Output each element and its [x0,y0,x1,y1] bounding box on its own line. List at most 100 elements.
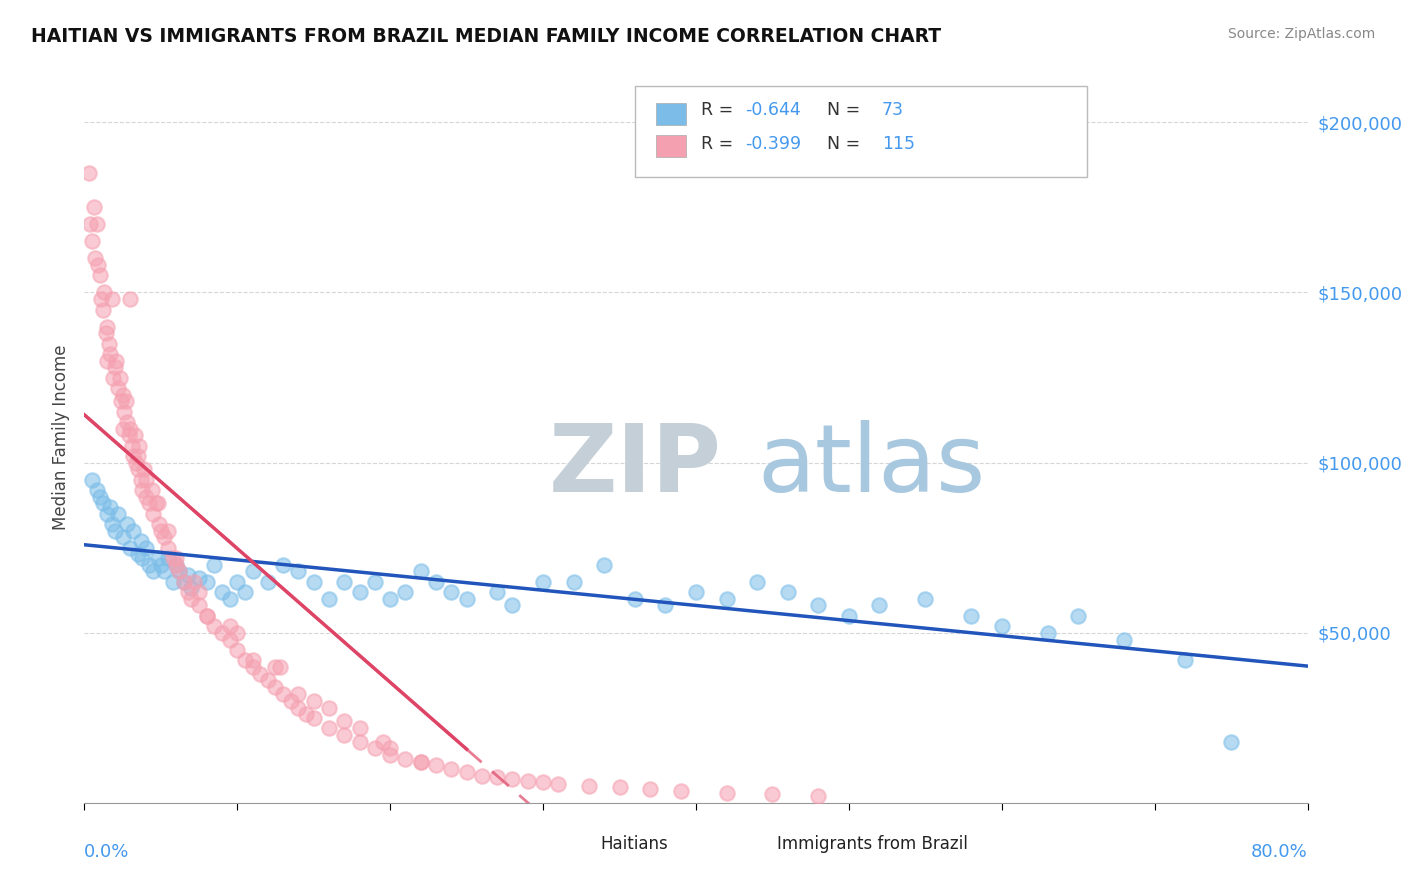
Point [318,721,340,735]
Point [122,449,145,463]
Point [1114,632,1136,647]
Point [914,591,936,606]
Point [149,524,172,538]
Point [79,218,101,232]
Point [97,336,120,351]
Point [98,500,121,514]
Point [271,558,294,572]
Point [456,765,478,780]
Point [211,585,233,599]
Point [115,415,138,429]
Point [77,166,100,180]
Point [165,558,187,572]
Point [142,565,165,579]
Point [609,780,631,795]
Point [98,347,121,361]
Text: Source: ZipAtlas.com: Source: ZipAtlas.com [1227,27,1375,41]
Point [91,496,114,510]
Point [180,591,202,606]
Point [188,571,211,585]
Point [162,550,184,565]
Point [135,541,157,555]
Point [333,574,356,589]
Point [129,533,152,548]
Point [96,319,118,334]
Point [89,268,111,283]
Point [502,599,524,613]
Point [167,565,190,579]
Point [302,694,325,708]
Point [115,516,138,531]
Point [249,666,271,681]
Point [409,755,432,769]
Point [94,326,117,341]
Point [107,381,129,395]
Point [202,558,225,572]
Point [165,558,187,572]
Text: ZIP: ZIP [550,420,723,512]
Point [104,524,127,538]
Text: HAITIAN VS IMMIGRANTS FROM BRAZIL MEDIAN FAMILY INCOME CORRELATION CHART: HAITIAN VS IMMIGRANTS FROM BRAZIL MEDIAN… [31,27,941,45]
Text: 0.0%: 0.0% [84,843,129,861]
FancyBboxPatch shape [655,135,686,157]
Point [364,741,387,756]
Point [131,550,153,565]
Point [349,721,371,735]
Point [531,775,554,789]
Point [318,591,340,606]
FancyBboxPatch shape [560,837,589,858]
Point [167,565,190,579]
Point [218,632,240,647]
Point [333,714,356,728]
Point [264,680,287,694]
Point [287,565,309,579]
Point [838,608,860,623]
Point [456,591,478,606]
Point [90,293,112,307]
Point [125,456,148,470]
Point [747,574,769,589]
Point [380,741,402,756]
Text: 73: 73 [882,101,904,120]
Point [110,394,132,409]
Point [425,758,447,772]
Point [165,550,187,565]
Text: -0.399: -0.399 [745,135,801,153]
Point [242,653,264,667]
Point [257,673,280,688]
Point [127,548,149,562]
Text: R =: R = [700,135,738,153]
Point [142,507,165,521]
Point [202,619,225,633]
Text: atlas: atlas [758,420,986,512]
Point [127,449,149,463]
Point [177,585,200,599]
Point [669,784,692,798]
Point [991,619,1014,633]
Point [349,585,371,599]
Point [195,608,218,623]
Point [146,496,169,510]
Text: Immigrants from Brazil: Immigrants from Brazil [776,836,967,854]
Point [471,768,494,782]
Point [146,550,169,565]
Point [486,770,509,784]
Point [132,462,155,476]
Point [188,599,211,613]
Point [409,565,432,579]
Point [101,516,124,531]
Point [96,353,118,368]
Text: N =: N = [827,135,866,153]
Point [83,201,105,215]
Text: -0.644: -0.644 [745,101,800,120]
Point [131,483,153,497]
Point [380,748,402,763]
Point [716,786,738,800]
Point [516,773,538,788]
Point [129,473,152,487]
Point [638,782,661,797]
Point [776,585,799,599]
Point [486,585,509,599]
Point [86,218,108,232]
Point [114,394,136,409]
